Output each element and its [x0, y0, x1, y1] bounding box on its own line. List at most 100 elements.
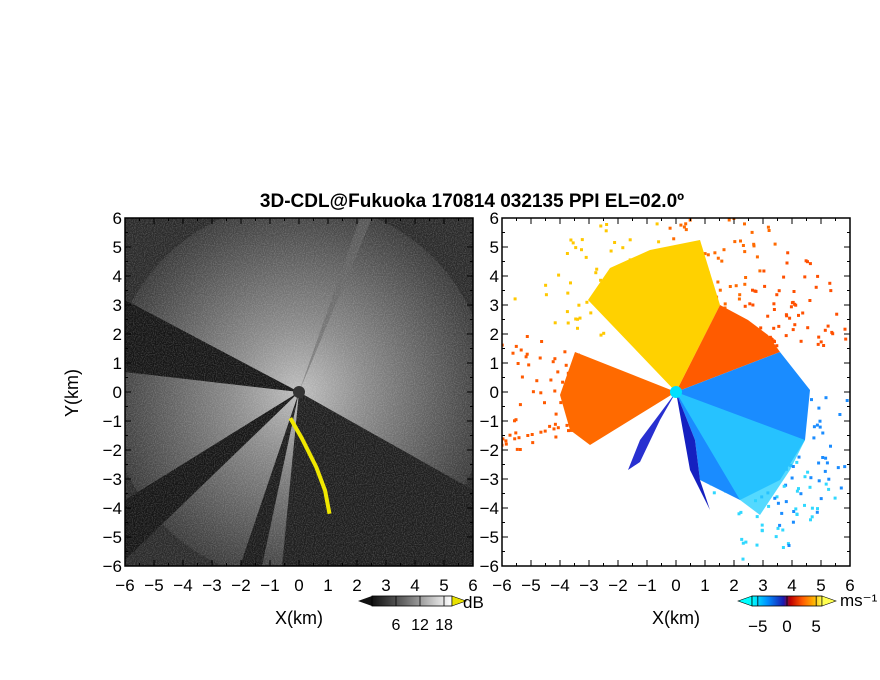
- velocity-speckle: [527, 363, 531, 367]
- velocity-speckle: [563, 350, 567, 354]
- velocity-speckle: [777, 289, 781, 293]
- velocity-speckle: [713, 251, 717, 255]
- velocity-speckle: [549, 378, 553, 382]
- velocity-speckle: [539, 391, 543, 395]
- velocity-speckle: [803, 275, 807, 279]
- velocity-speckle: [774, 535, 778, 539]
- x-tick-label: 1: [323, 576, 332, 595]
- velocity-speckle: [795, 489, 799, 493]
- velocity-speckle: [816, 274, 820, 278]
- velocity-speckle: [810, 398, 813, 402]
- x-tick-label: 2: [352, 576, 361, 595]
- colorbar-v-left-arrow: [737, 595, 753, 607]
- velocity-speckle: [743, 250, 747, 254]
- colorbar-v-right-arrow: [821, 595, 837, 607]
- velocity-speckle: [538, 356, 542, 360]
- velocity-speckle: [672, 237, 676, 241]
- velocity-speckle: [723, 302, 727, 306]
- velocity-speckle: [835, 312, 839, 316]
- velocity-speckle: [790, 476, 794, 480]
- sector-southwest-blue: [628, 392, 676, 470]
- velocity-speckle: [499, 348, 502, 351]
- velocity-speckle: [657, 240, 661, 244]
- y-tick-label: 4: [113, 267, 122, 286]
- velocity-speckle: [580, 238, 584, 242]
- velocity-speckle: [502, 343, 504, 347]
- colorbar-db-bar: [371, 595, 453, 607]
- velocity-speckle: [797, 455, 801, 459]
- velocity-speckle: [788, 316, 792, 320]
- velocity-speckle: [803, 503, 806, 507]
- velocity-speckle: [696, 204, 699, 207]
- x-tick-label: 6: [845, 576, 854, 595]
- x-tick-label: −3: [202, 576, 221, 595]
- velocity-speckle: [517, 436, 521, 440]
- velocity-speckle: [790, 301, 794, 305]
- velocity-speckle: [569, 238, 573, 242]
- velocity-speckle: [544, 283, 548, 287]
- velocity-speckle: [599, 278, 603, 282]
- velocity-speckle: [508, 433, 512, 437]
- velocity-speckle: [766, 314, 770, 318]
- x-tick-label: 2: [729, 576, 738, 595]
- velocity-speckle: [824, 456, 828, 460]
- velocity-speckle: [773, 496, 777, 500]
- y-tick-label: 5: [490, 238, 499, 257]
- velocity-speckle: [602, 331, 606, 335]
- colorbar-db-tick-label: 6: [392, 617, 401, 634]
- velocity-speckle: [743, 304, 747, 308]
- x-tick-label: 3: [758, 576, 767, 595]
- velocity-speckle: [531, 441, 535, 445]
- velocity-speckle: [565, 423, 569, 427]
- velocity-speckle: [605, 223, 609, 226]
- colorbar-db-right-arrow: [451, 595, 467, 607]
- y-tick-label: −6: [103, 557, 122, 576]
- velocity-speckle: [755, 543, 759, 547]
- velocity-speckle: [679, 223, 683, 227]
- velocity-speckle: [738, 293, 742, 297]
- velocity-speckle: [518, 403, 522, 407]
- y-tick-label: 1: [490, 354, 499, 373]
- colorbar-v-tick-label: −5: [748, 617, 767, 636]
- y-tick-label: 2: [490, 325, 499, 344]
- velocity-speckle: [584, 255, 588, 259]
- velocity-speckle: [782, 484, 786, 488]
- velocity-speckle: [718, 288, 722, 292]
- colorbar-db-left-arrow: [358, 596, 372, 606]
- velocity-speckle: [599, 333, 603, 337]
- velocity-speckle: [862, 423, 865, 426]
- velocity-speckle: [781, 528, 785, 532]
- velocity-speckle: [751, 288, 754, 292]
- velocity-speckle: [716, 256, 720, 260]
- velocity-speckle: [825, 461, 829, 465]
- velocity-speckle: [808, 485, 812, 489]
- velocity-speckle: [531, 390, 535, 394]
- velocity-speckle: [810, 515, 814, 519]
- x-tick-label: 0: [671, 576, 680, 595]
- velocity-speckle: [816, 342, 820, 346]
- velocity-speckle: [827, 477, 831, 481]
- velocity-speckle: [556, 370, 560, 374]
- velocity-speckle: [759, 326, 763, 330]
- velocity-speckle: [554, 412, 558, 416]
- velocity-speckle: [621, 246, 625, 250]
- y-tick-label: 0: [113, 383, 122, 402]
- velocity-speckle: [823, 469, 827, 473]
- velocity-speckle: [768, 335, 772, 339]
- sector-south-darkblue: [676, 392, 710, 510]
- velocity-speckle: [565, 252, 569, 255]
- velocity-speckle: [821, 431, 825, 435]
- velocity-speckle: [769, 337, 773, 341]
- y-tick-label: −2: [480, 441, 499, 460]
- velocity-speckle: [818, 425, 822, 429]
- y-tick-label: −3: [480, 470, 499, 489]
- velocity-speckle: [553, 357, 557, 361]
- y-tick-label: 3: [490, 296, 499, 315]
- velocity-speckle: [489, 406, 492, 409]
- velocity-speckle: [821, 456, 825, 459]
- velocity-speckle: [737, 297, 741, 301]
- velocity-speckle: [502, 437, 505, 441]
- velocity-speckle: [799, 339, 803, 343]
- velocity-speckle: [785, 261, 789, 265]
- velocity-speckle: [794, 507, 798, 511]
